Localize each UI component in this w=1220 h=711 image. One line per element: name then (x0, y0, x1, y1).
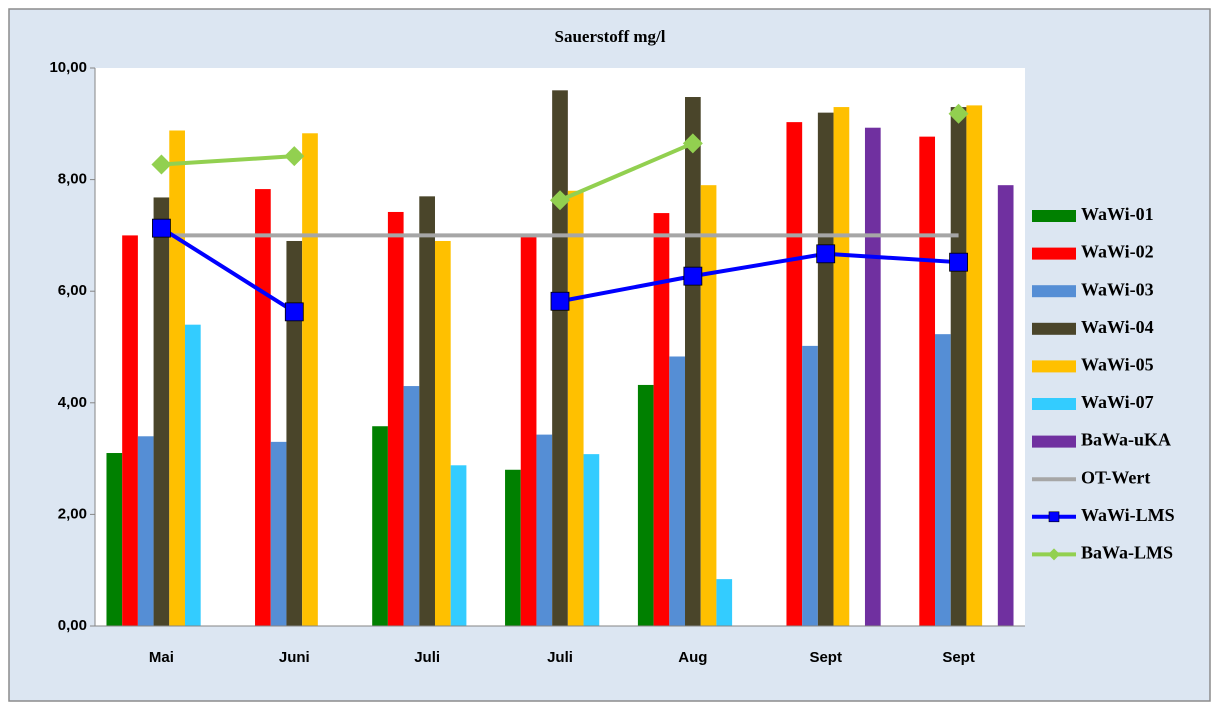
marker (949, 252, 968, 272)
bar (184, 324, 201, 626)
legend-swatch (1032, 435, 1076, 448)
legend-swatch (1032, 210, 1076, 222)
bar (950, 107, 967, 626)
bar (716, 579, 733, 626)
marker (683, 266, 703, 286)
legend-label: WaWi-07 (1081, 392, 1154, 412)
bar (833, 107, 850, 626)
bar (966, 105, 983, 627)
marker (152, 218, 171, 238)
x-tick-label: Aug (678, 649, 707, 666)
bar (552, 90, 568, 626)
bar (169, 130, 185, 626)
bar (387, 211, 404, 627)
bar (567, 190, 584, 626)
bar (137, 436, 154, 626)
bar (700, 185, 717, 626)
bar (637, 384, 654, 626)
bar (583, 454, 600, 626)
bar (919, 136, 936, 626)
bar (255, 189, 271, 626)
bar (685, 97, 701, 627)
marker (284, 302, 304, 322)
marker (151, 154, 172, 175)
bar (802, 345, 818, 626)
legend-label: WaWi-03 (1081, 279, 1154, 299)
x-tick-label: Juli (414, 649, 440, 666)
bar (786, 122, 803, 626)
bar (372, 426, 388, 626)
marker (948, 103, 969, 124)
bar (286, 240, 303, 627)
marker (550, 190, 570, 211)
legend-label: WaWi-04 (1081, 317, 1154, 337)
y-tick-label: 10,00 (49, 59, 87, 76)
legend-label: WaWi-LMS (1081, 505, 1175, 525)
legend-swatch (1032, 398, 1076, 410)
y-tick-label: 8,00 (58, 171, 87, 188)
legend-label: BaWa-LMS (1081, 543, 1173, 563)
y-tick-label: 4,00 (58, 394, 87, 411)
bar (122, 235, 138, 626)
bar (270, 441, 287, 626)
legend-label: WaWi-01 (1081, 204, 1154, 224)
y-tick-label: 6,00 (58, 282, 87, 299)
line (160, 226, 959, 314)
bar (536, 434, 553, 626)
legend-label: WaWi-05 (1081, 355, 1154, 375)
y-tick-label: 0,00 (58, 617, 87, 634)
bar (505, 469, 521, 626)
x-tick-label: Juni (279, 649, 310, 666)
bar (403, 386, 420, 626)
legend-label: BaWa-uKA (1081, 430, 1171, 450)
bar (434, 240, 451, 627)
legend-marker (1048, 548, 1060, 561)
marker (816, 244, 836, 264)
legend-marker (1048, 511, 1060, 523)
x-tick-label: Sept (809, 649, 842, 666)
marker (284, 146, 305, 167)
bar (302, 133, 318, 626)
bar (864, 127, 881, 627)
marker (550, 291, 570, 311)
bar (450, 465, 467, 626)
bar (653, 213, 670, 626)
bar (935, 334, 951, 626)
x-tick-label: Sept (942, 649, 975, 666)
bar (817, 112, 834, 626)
legend-swatch (1032, 285, 1076, 298)
legend-label: WaWi-02 (1081, 242, 1154, 262)
legend-swatch (1032, 360, 1076, 373)
bar (669, 356, 686, 626)
bar (106, 453, 123, 626)
legend-label: OT-Wert (1081, 467, 1150, 487)
marker (682, 133, 703, 154)
bar (520, 237, 537, 626)
bar (153, 197, 170, 626)
x-tick-label: Juli (547, 649, 573, 666)
y-tick-label: 2,00 (58, 505, 87, 522)
legend-swatch (1032, 322, 1076, 335)
bar (997, 185, 1014, 626)
bar (419, 196, 435, 626)
legend-swatch (1032, 247, 1076, 260)
chart-title: Sauerstoff mg/l (555, 27, 666, 46)
x-tick-label: Mai (149, 649, 174, 666)
